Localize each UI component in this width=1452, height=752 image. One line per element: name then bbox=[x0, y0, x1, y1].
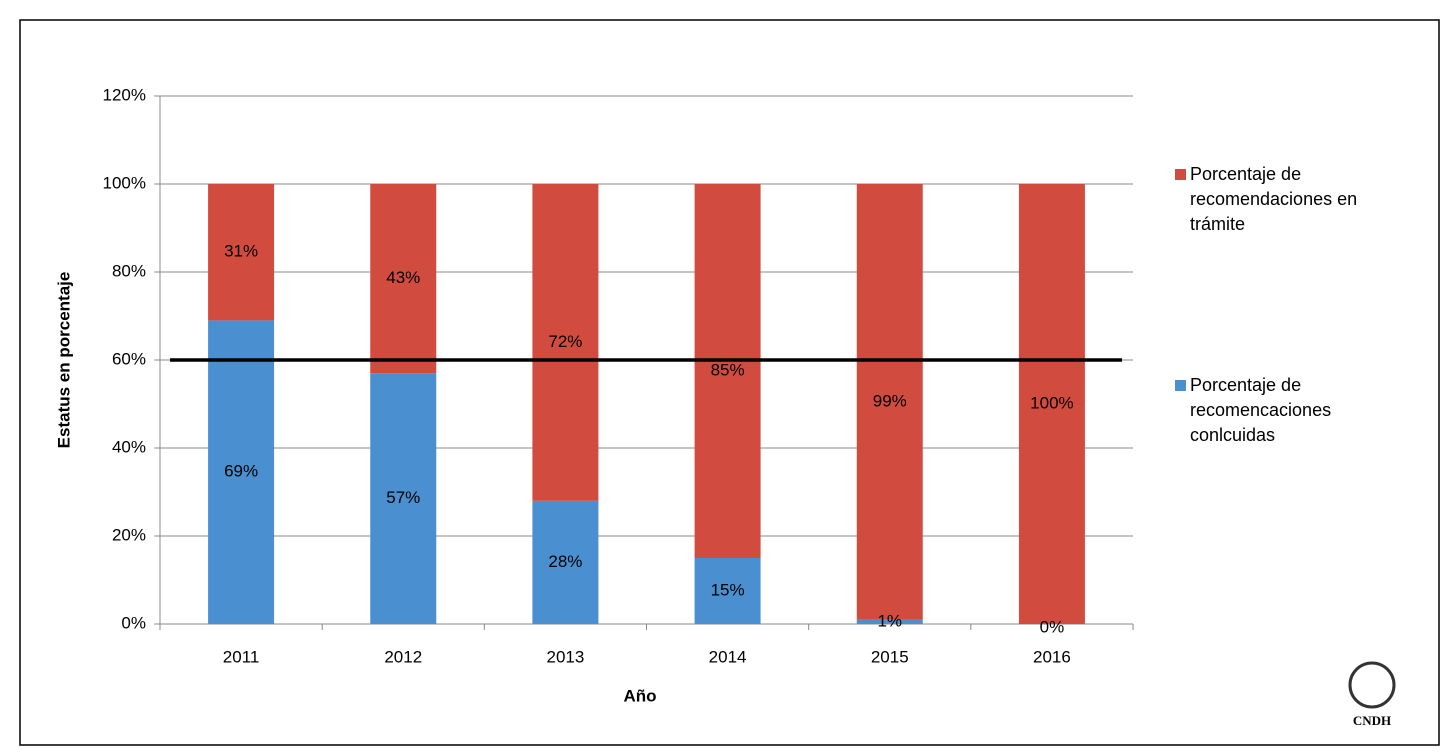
data-label: 43% bbox=[386, 268, 420, 287]
bar-segment bbox=[370, 184, 437, 374]
y-tick-label: 80% bbox=[112, 261, 146, 280]
y-tick-label: 60% bbox=[112, 349, 146, 368]
data-label: 99% bbox=[873, 391, 907, 410]
legend-label: Porcentaje de recomencaciones conlcuidas bbox=[1190, 375, 1332, 445]
y-tick-label: 120% bbox=[103, 85, 146, 104]
x-tick-label: 2013 bbox=[547, 647, 585, 666]
bar-segment bbox=[208, 184, 275, 321]
data-label: 100% bbox=[1030, 393, 1073, 412]
data-label: 15% bbox=[711, 580, 745, 599]
data-label: 57% bbox=[386, 488, 420, 507]
data-label: 31% bbox=[224, 242, 258, 261]
data-label: 72% bbox=[548, 332, 582, 351]
y-tick-label: 0% bbox=[121, 613, 146, 632]
y-tick-label: 40% bbox=[112, 437, 146, 456]
bar-segment bbox=[1018, 184, 1085, 624]
y-axis-label: Estatus en porcentaje bbox=[54, 272, 73, 449]
data-label: 0% bbox=[1040, 617, 1065, 636]
legend-item: Porcentaje de recomendaciones en trámite bbox=[1175, 162, 1415, 237]
x-axis-label: Año bbox=[623, 686, 656, 705]
logo: CNDH bbox=[1348, 661, 1396, 728]
data-label: 85% bbox=[711, 360, 745, 379]
x-tick-label: 2015 bbox=[871, 647, 909, 666]
bar-segment bbox=[694, 558, 761, 624]
data-label: 69% bbox=[224, 462, 258, 481]
data-label: 28% bbox=[548, 552, 582, 571]
bar-segment bbox=[208, 320, 275, 624]
y-tick-label: 20% bbox=[112, 525, 146, 544]
data-label: 1% bbox=[877, 611, 902, 630]
legend-label: Porcentaje de recomendaciones en trámite bbox=[1190, 164, 1358, 234]
chart-frame bbox=[19, 19, 1440, 746]
bar-segment bbox=[532, 184, 599, 501]
x-tick-label: 2011 bbox=[223, 647, 260, 666]
x-tick-label: 2016 bbox=[1033, 647, 1071, 666]
bar-segment bbox=[856, 619, 923, 624]
y-tick-label: 100% bbox=[103, 173, 146, 192]
bar-segment bbox=[694, 184, 761, 558]
logo-mark bbox=[1348, 661, 1396, 709]
legend-item: Porcentaje de recomencaciones conlcuidas bbox=[1175, 373, 1415, 448]
logo-text: CNDH bbox=[1353, 713, 1391, 728]
x-tick-label: 2014 bbox=[709, 647, 747, 666]
bar-segment bbox=[370, 373, 437, 624]
legend-swatch bbox=[1175, 380, 1186, 391]
x-tick-label: 2012 bbox=[384, 647, 422, 666]
legend-swatch bbox=[1175, 169, 1186, 180]
bar-segment bbox=[532, 500, 599, 624]
bar-segment bbox=[856, 184, 923, 620]
